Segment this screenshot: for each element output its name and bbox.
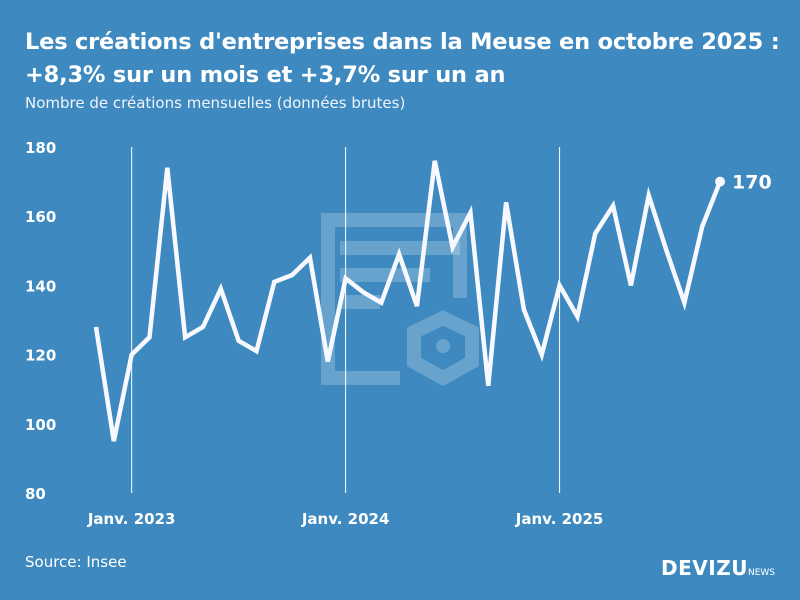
series-line [93, 160, 723, 442]
title-line-2: +8,3% sur un mois et +3,7% sur un an [25, 62, 506, 88]
x-tick-label: Janv. 2025 [515, 510, 604, 528]
y-tick-label: 180 [25, 139, 56, 157]
logo-sub: NEWS [747, 568, 775, 578]
last-point-marker [715, 176, 726, 187]
last-value-label: 170 [732, 172, 772, 194]
chart-subtitle: Nombre de créations mensuelles (données … [25, 94, 406, 112]
y-tick-label: 80 [25, 485, 46, 503]
logo-main: DEVIZU [661, 556, 748, 580]
y-tick-label: 160 [25, 208, 56, 226]
title-line-1: Les créations d'entreprises dans la Meus… [25, 29, 780, 55]
y-tick-label: 140 [25, 277, 56, 295]
chart-title: Les créations d'entreprises dans la Meus… [25, 26, 780, 92]
x-tick-label: Janv. 2023 [87, 510, 176, 528]
devizu-logo: DEVIZUNEWS [661, 556, 775, 580]
source-note: Source: Insee [25, 553, 127, 571]
y-tick-label: 120 [25, 347, 56, 365]
y-tick-label: 100 [25, 416, 56, 434]
watermark-dot [436, 339, 450, 353]
watermark-logo [321, 213, 479, 386]
x-tick-label: Janv. 2024 [301, 510, 390, 528]
